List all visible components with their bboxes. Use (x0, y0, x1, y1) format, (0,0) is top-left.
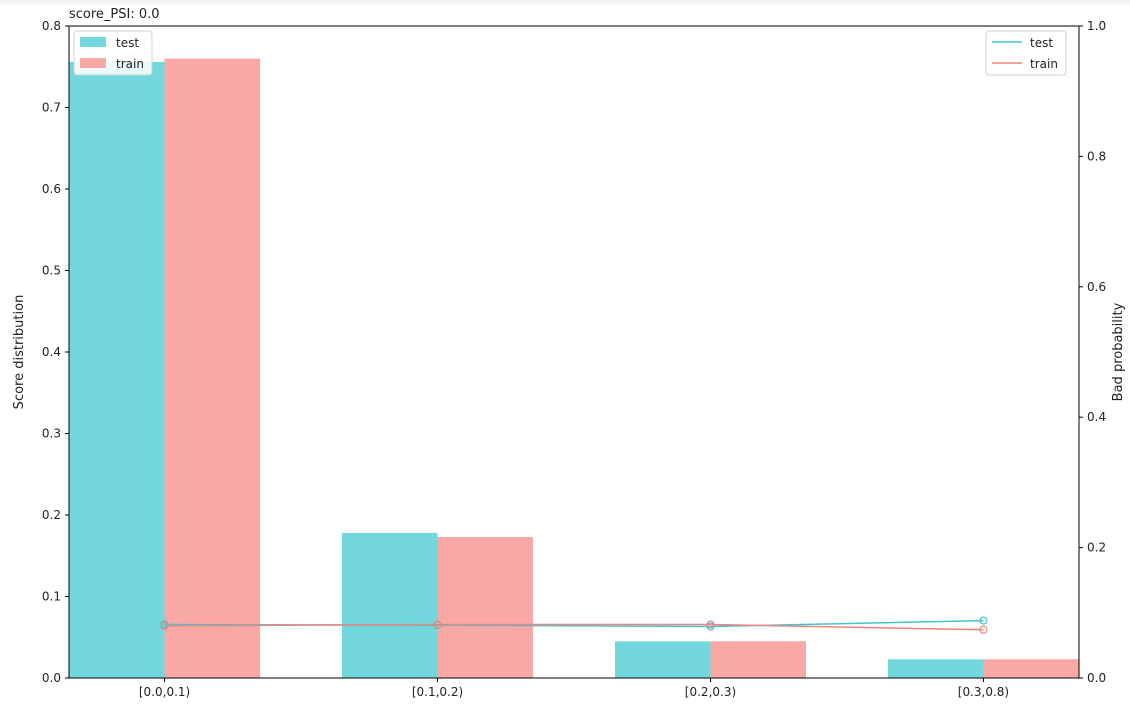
y-tick-label-1: 0.1 (42, 590, 61, 604)
point-test-3 (979, 616, 988, 625)
bar-legend: test train (73, 30, 153, 76)
bar-train-1 (437, 537, 534, 678)
point-train-1 (433, 620, 442, 629)
bar-legend-label-train: train (116, 57, 144, 71)
y-tick-label-2: 0.2 (42, 508, 61, 522)
y2-axis-title: Bad probability (1111, 302, 1126, 401)
bar-legend-swatch-train (80, 58, 106, 68)
lines-layer (160, 616, 988, 634)
bar-train-0 (164, 58, 261, 679)
bar-test-0 (69, 61, 165, 679)
y-tick-label-3: 0.3 (42, 427, 61, 441)
bar-test-1 (341, 532, 438, 678)
x-tick-label-0: [0.0,0.1) (139, 685, 190, 699)
chart-title: score_PSI: 0.0 (69, 7, 160, 22)
y-tick-label-5: 0.5 (42, 264, 61, 278)
x-tick-label-1: [0.1,0.2) (412, 685, 463, 699)
bar-legend-swatch-test (80, 37, 106, 47)
y-tick-label-6: 0.6 (42, 182, 61, 196)
line-legend: test train (985, 30, 1067, 76)
y2-tick-label-2: 0.4 (1087, 410, 1106, 424)
y2-tick-label-4: 0.8 (1087, 149, 1106, 163)
bar-test-2 (614, 641, 711, 678)
y2-tick-label-3: 0.6 (1087, 280, 1106, 294)
y2-tick-label-5: 1.0 (1087, 19, 1106, 33)
point-train-3 (979, 625, 988, 634)
bar-train-3 (983, 659, 1079, 678)
axes-layer: 0.0 0.1 0.2 0.3 0.4 0.5 0.6 0.7 0.8 0.0 0.2 0.4 0.6 0… (42, 19, 1106, 699)
bar-train-2 (710, 641, 807, 678)
point-train-2 (706, 620, 715, 629)
x-tick-label-2: [0.2,0.3) (685, 685, 736, 699)
point-train-0 (160, 621, 169, 630)
y2-tick-label-0: 0.0 (1087, 671, 1106, 685)
bars-layer (69, 58, 1079, 679)
line-legend-label-train: train (1030, 57, 1058, 71)
output-cell-top-edge (0, 0, 1130, 6)
y-tick-label-7: 0.7 (42, 101, 61, 115)
bar-legend-label-test: test (116, 36, 139, 50)
x-tick-label-3: [0.3,0.8) (958, 685, 1009, 699)
bar-test-3 (887, 659, 984, 678)
y-tick-label-4: 0.4 (42, 345, 61, 359)
y-tick-label-8: 0.8 (42, 19, 61, 33)
y-axis-title: Score distribution (12, 295, 27, 410)
line-legend-label-test: test (1030, 36, 1053, 50)
y-tick-label-0: 0.0 (42, 671, 61, 685)
line-train (164, 623, 984, 631)
y2-tick-label-1: 0.2 (1087, 541, 1106, 555)
